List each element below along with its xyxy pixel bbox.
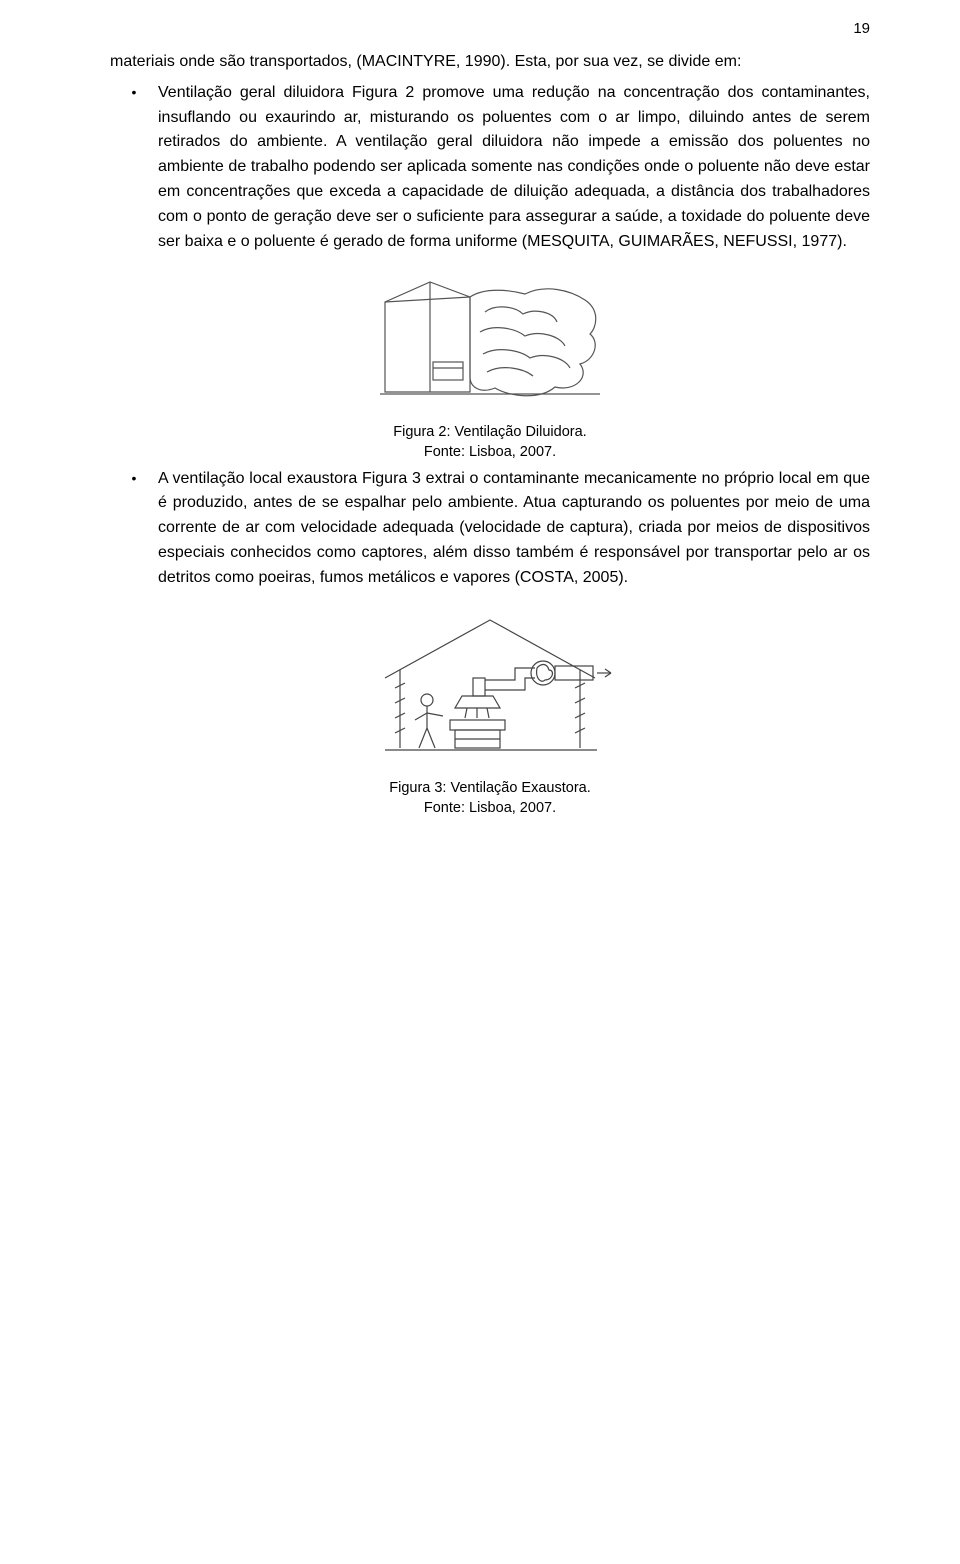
bullet-marker: • (110, 81, 158, 255)
bullet-list: • Ventilação geral diluidora Figura 2 pr… (110, 81, 870, 255)
bullet-text: A ventilação local exaustora Figura 3 ex… (158, 467, 870, 591)
figure-3-image (365, 608, 615, 768)
figure-2-caption: Figura 2: Ventilação Diluidora. Fonte: L… (110, 423, 870, 462)
figure-3-caption-line1: Figura 3: Ventilação Exaustora. (389, 780, 591, 796)
figure-2-caption-line2: Fonte: Lisboa, 2007. (424, 444, 556, 460)
bullet-item: • Ventilação geral diluidora Figura 2 pr… (110, 81, 870, 255)
document-page: 19 materiais onde são transportados, (MA… (0, 0, 960, 863)
figure-3 (110, 608, 870, 773)
bullet-list-2: • A ventilação local exaustora Figura 3 … (110, 467, 870, 591)
figure-2-caption-line1: Figura 2: Ventilação Diluidora. (393, 424, 586, 440)
figure-2-image (375, 272, 605, 412)
intro-paragraph: materiais onde são transportados, (MACIN… (110, 50, 870, 75)
bullet-text: Ventilação geral diluidora Figura 2 prom… (158, 81, 870, 255)
bullet-marker: • (110, 467, 158, 591)
page-number: 19 (853, 20, 870, 37)
figure-2 (110, 272, 870, 417)
figure-3-caption: Figura 3: Ventilação Exaustora. Fonte: L… (110, 779, 870, 818)
bullet-item: • A ventilação local exaustora Figura 3 … (110, 467, 870, 591)
figure-3-caption-line2: Fonte: Lisboa, 2007. (424, 800, 556, 816)
